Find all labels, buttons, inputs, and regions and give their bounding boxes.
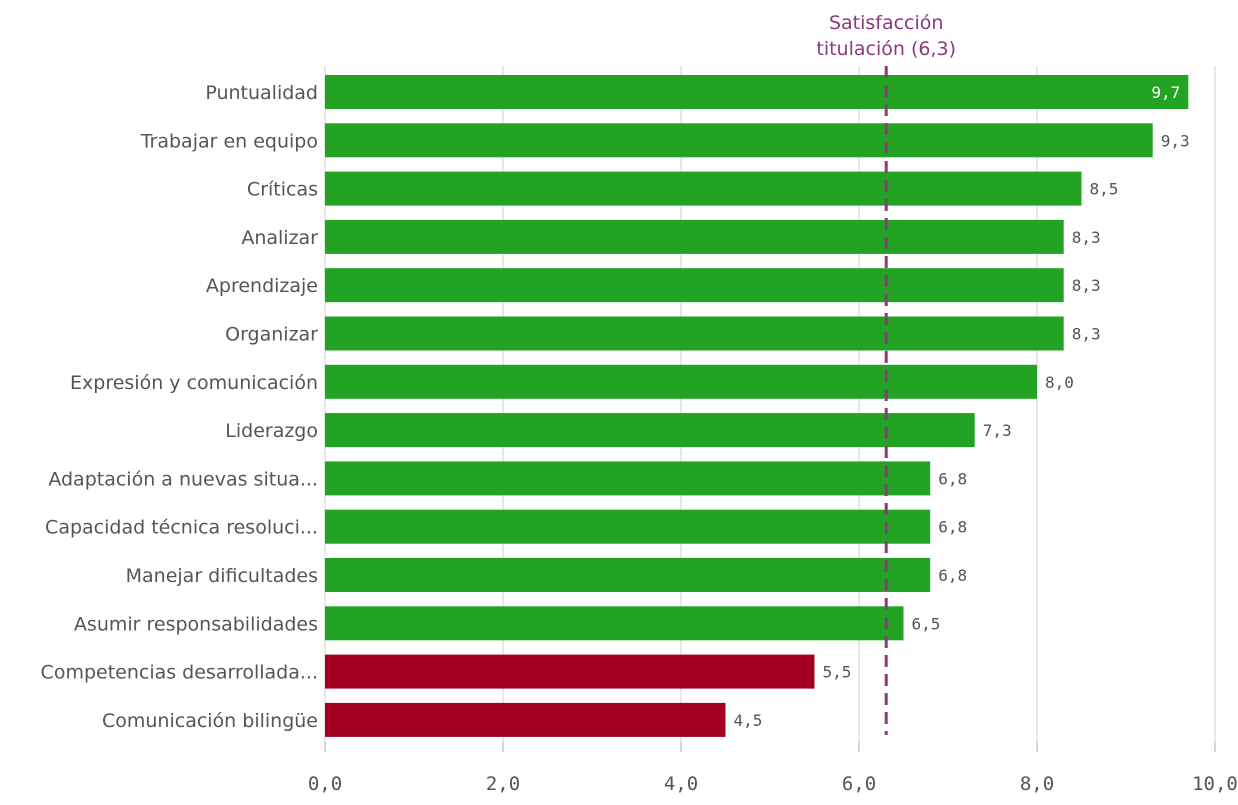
category-label: Expresión y comunicación bbox=[70, 372, 318, 394]
x-tick-label: 6,0 bbox=[842, 773, 876, 795]
bar bbox=[325, 171, 1082, 206]
data-label: 5,5 bbox=[823, 663, 852, 682]
category-label: Aprendizaje bbox=[206, 275, 318, 297]
bar bbox=[325, 268, 1064, 303]
bar bbox=[325, 364, 1037, 399]
bar bbox=[325, 316, 1064, 351]
x-tick-label: 0,0 bbox=[308, 773, 342, 795]
data-label: 9,7 bbox=[1151, 83, 1180, 102]
data-label: 9,3 bbox=[1161, 131, 1190, 150]
x-tick-label: 10,0 bbox=[1192, 773, 1238, 795]
reference-line-label: Satisfacción bbox=[829, 12, 944, 34]
category-label: Puntualidad bbox=[205, 82, 318, 104]
bar bbox=[325, 123, 1153, 158]
data-labels: 9,7 9,3 8,5 8,3 8,3 8,3 8,0 7,3 6,8 6,8 6,8 6,5 5,5 4… bbox=[734, 83, 1190, 730]
data-label: 8,3 bbox=[1072, 228, 1101, 247]
data-label: 7,3 bbox=[983, 421, 1012, 440]
bar bbox=[325, 654, 815, 689]
x-tick-label: 4,0 bbox=[664, 773, 698, 795]
category-labels: Puntualidad Trabajar en equipo Críticas Ana… bbox=[41, 82, 319, 732]
bars bbox=[325, 75, 1189, 737]
bar bbox=[325, 461, 931, 496]
bar bbox=[325, 75, 1189, 109]
x-tick-label: 2,0 bbox=[486, 773, 520, 795]
category-label: Asumir responsabilidades bbox=[74, 613, 318, 635]
bar bbox=[325, 219, 1064, 254]
category-label: Manejar dificultades bbox=[126, 565, 318, 587]
reference-line-group: Satisfacción titulación (6,3) bbox=[816, 12, 956, 735]
category-label: Liderazgo bbox=[225, 420, 318, 442]
reference-line-label: titulación (6,3) bbox=[816, 38, 956, 60]
bar bbox=[325, 702, 726, 737]
data-label: 4,5 bbox=[734, 711, 763, 730]
bar bbox=[325, 509, 931, 544]
category-label: Comunicación bilingüe bbox=[102, 710, 318, 732]
category-label: Críticas bbox=[247, 179, 318, 201]
x-tick-label: 8,0 bbox=[1020, 773, 1054, 795]
data-label: 6,8 bbox=[938, 469, 967, 488]
data-label: 6,5 bbox=[912, 614, 941, 633]
bar bbox=[325, 606, 904, 641]
data-label: 6,8 bbox=[938, 518, 967, 537]
x-axis-tick-labels: 0,0 2,0 4,0 6,0 8,0 10,0 bbox=[308, 773, 1238, 795]
data-label: 8,0 bbox=[1045, 373, 1074, 392]
category-label: Capacidad técnica resoluci... bbox=[45, 517, 318, 539]
bar bbox=[325, 558, 931, 592]
data-label: 8,5 bbox=[1090, 180, 1119, 199]
bar bbox=[325, 413, 975, 448]
category-label: Trabajar en equipo bbox=[140, 130, 318, 152]
grid-lines bbox=[324, 66, 1216, 752]
category-label: Competencias desarrollada... bbox=[41, 662, 318, 684]
data-label: 8,3 bbox=[1072, 325, 1101, 344]
category-label: Adaptación a nuevas situa... bbox=[48, 468, 318, 490]
data-label: 8,3 bbox=[1072, 276, 1101, 295]
category-label: Organizar bbox=[225, 324, 318, 346]
data-label: 6,8 bbox=[938, 566, 967, 585]
category-label: Analizar bbox=[241, 227, 318, 249]
